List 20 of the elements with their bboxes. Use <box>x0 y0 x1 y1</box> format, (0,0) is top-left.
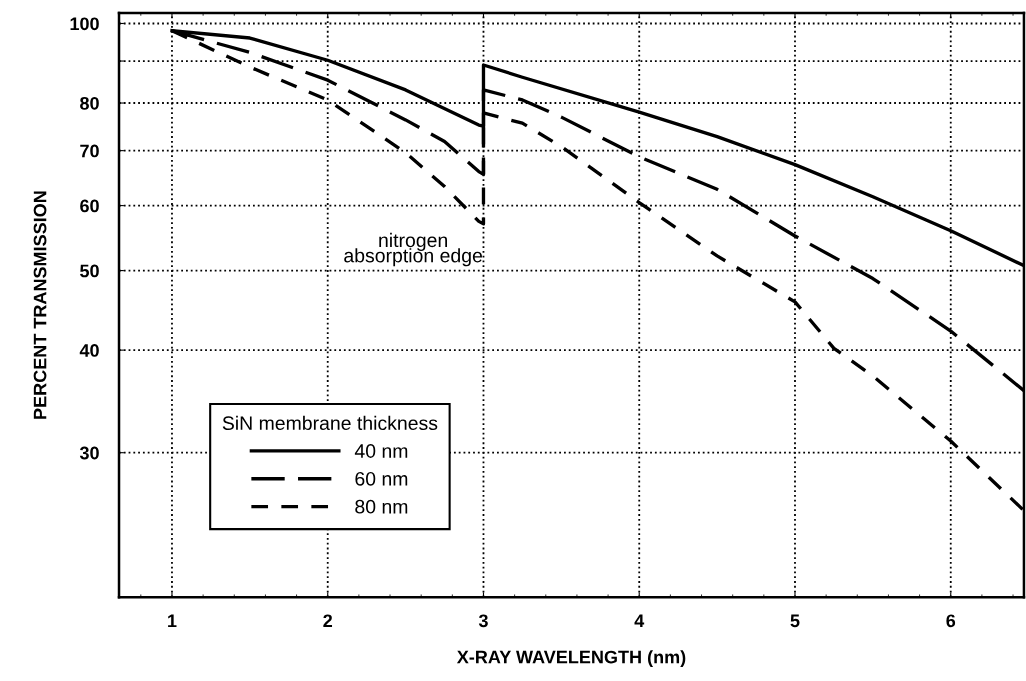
legend-label: 40 nm <box>354 444 408 458</box>
x-tick-label: 6 <box>946 614 956 628</box>
y-tick-label: 40 <box>79 344 99 357</box>
y-tick-label: 80 <box>80 96 99 110</box>
x-axis-title: X-RAY WAVELENGTH (nm) <box>456 650 686 668</box>
y-axis-title: PERCENT TRANSMISSION <box>33 191 47 419</box>
y-tick-label: 60 <box>80 199 99 213</box>
legend-label: 60 nm <box>355 471 408 486</box>
x-tick-label: 3 <box>478 614 488 628</box>
x-tick-label: 4 <box>634 614 645 627</box>
y-tick-label: 70 <box>80 144 99 158</box>
y-tick-label: 50 <box>80 264 99 278</box>
y-tick-label: 100 <box>70 17 99 31</box>
legend-label: 80 nm <box>355 499 408 514</box>
y-tick-label: 30 <box>79 446 99 460</box>
x-tick-label: 5 <box>790 614 800 628</box>
x-tick-label: 1 <box>168 614 177 627</box>
x-tick-label: 2 <box>323 614 333 627</box>
legend-title: SiN membrane thickness <box>222 415 438 431</box>
annotation: nitrogen absorption edge <box>344 232 482 267</box>
